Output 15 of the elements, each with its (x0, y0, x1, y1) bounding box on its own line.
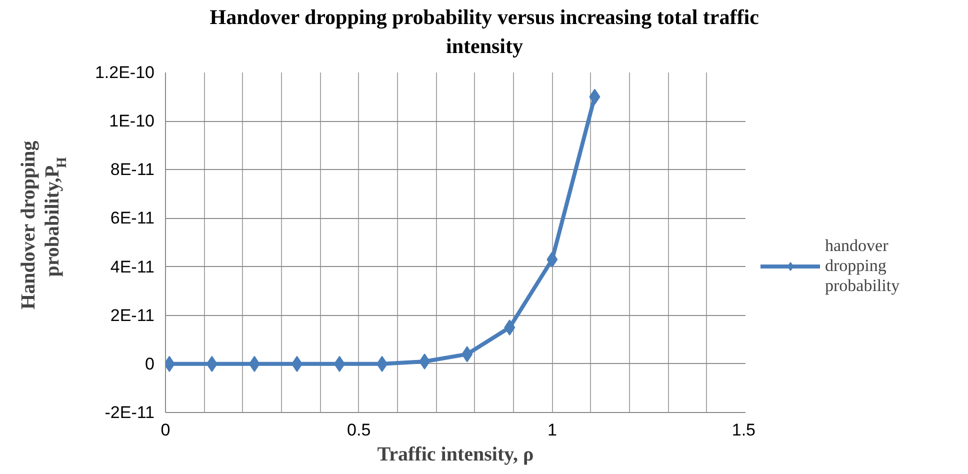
legend-label: handover dropping probability (825, 236, 900, 296)
y-tick-label: 8E-11 (110, 160, 155, 180)
x-tick-label: 0.5 (347, 420, 371, 440)
y-tick-label: 4E-11 (110, 257, 155, 276)
y-tick-label: -2E-11 (104, 403, 154, 422)
y-tick-label: 1.2E-10 (94, 63, 155, 82)
chart-title: Handover dropping probability versus increasing total traffic intensity (210, 5, 759, 58)
x-tick-label: 1.5 (732, 420, 756, 440)
x-tick-label: 1 (547, 420, 557, 440)
y-tick-label: 6E-11 (110, 208, 155, 228)
y-tick-label: 0 (145, 354, 155, 374)
x-axis-title: Traffic intensity, ρ (377, 444, 534, 466)
y-tick-label: 1E-10 (109, 112, 155, 131)
y-tick-label: 2E-11 (110, 306, 155, 325)
x-tick-label: 0 (160, 420, 170, 440)
